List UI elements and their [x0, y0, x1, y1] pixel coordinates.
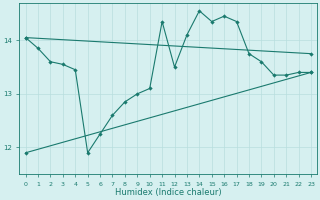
- X-axis label: Humidex (Indice chaleur): Humidex (Indice chaleur): [115, 188, 222, 197]
